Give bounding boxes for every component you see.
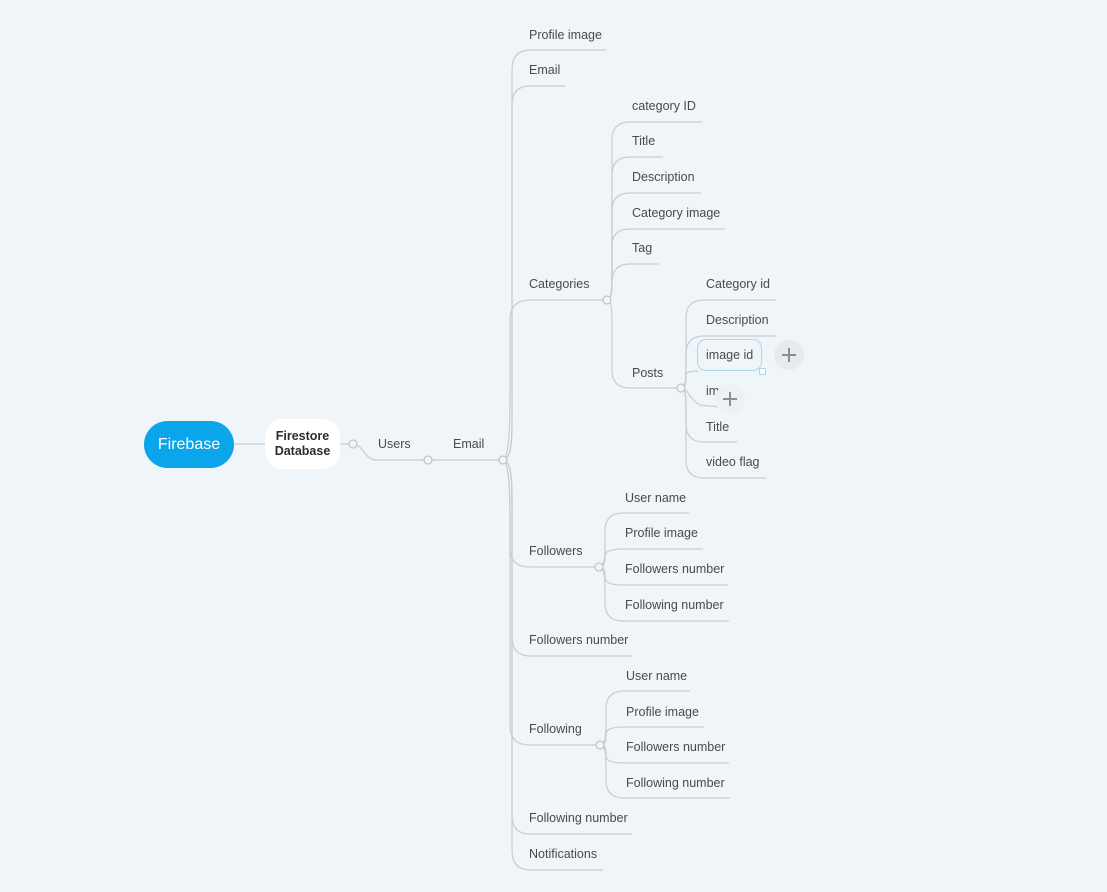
node-label: Followers number — [625, 562, 724, 576]
node-label: Category image — [632, 206, 720, 220]
node-categories[interactable]: Categories — [529, 277, 589, 291]
node-label: Following number — [626, 776, 725, 790]
node-email[interactable]: Email — [529, 63, 560, 77]
node-label: Notifications — [529, 847, 597, 861]
node-label: User name — [625, 491, 686, 505]
node-label: Followers number — [626, 740, 725, 754]
node-label: Following — [529, 722, 582, 736]
root-topic-label: Firebase — [157, 435, 221, 453]
collapse-toggle[interactable] — [498, 455, 508, 465]
node-label: Posts — [632, 366, 663, 380]
node-label: Profile image — [625, 526, 698, 540]
node-post-title[interactable]: Title — [706, 420, 729, 434]
users-node[interactable]: Users — [378, 437, 411, 451]
node-followers[interactable]: Followers — [529, 544, 583, 558]
node-posts[interactable]: Posts — [632, 366, 663, 380]
node-followers-followers-number[interactable]: Followers number — [625, 562, 724, 576]
node-label: Email — [453, 437, 484, 451]
node-category-title[interactable]: Title — [632, 134, 655, 148]
node-following-following-number[interactable]: Following number — [626, 776, 725, 790]
node-post-category-id[interactable]: Category id — [706, 277, 770, 291]
node-label: Title — [632, 134, 655, 148]
node-label: Followers number — [529, 633, 628, 647]
node-category-tag[interactable]: Tag — [632, 241, 652, 255]
node-following-user-name[interactable]: User name — [626, 669, 687, 683]
collapse-toggle[interactable] — [594, 562, 604, 572]
node-label: User name — [626, 669, 687, 683]
node-label: Profile image — [626, 705, 699, 719]
node-label: Title — [706, 420, 729, 434]
node-post-image-id[interactable]: image id — [706, 348, 753, 362]
node-followers-user-name[interactable]: User name — [625, 491, 686, 505]
node-following[interactable]: Following — [529, 722, 582, 736]
node-label: Users — [378, 437, 411, 451]
connector-lines — [234, 49, 776, 871]
node-label: Profile image — [529, 28, 602, 42]
node-post-description[interactable]: Description — [706, 313, 769, 327]
node-followers-following-number[interactable]: Following number — [625, 598, 724, 612]
plus-icon — [782, 348, 796, 362]
collapse-toggle[interactable] — [602, 295, 612, 305]
node-label: Category id — [706, 277, 770, 291]
node-following-followers-number[interactable]: Followers number — [626, 740, 725, 754]
node-label: video flag — [706, 455, 760, 469]
node-label: Following number — [529, 811, 628, 825]
node-label: category ID — [632, 99, 696, 113]
node-label: Email — [529, 63, 560, 77]
branch-joints — [348, 295, 686, 750]
plus-icon — [723, 392, 737, 406]
add-subtopic-button[interactable] — [715, 384, 745, 414]
node-label: Categories — [529, 277, 589, 291]
node-category-image[interactable]: Category image — [632, 206, 720, 220]
node-label: image id — [706, 348, 753, 362]
node-label: Description — [706, 313, 769, 327]
collapse-toggle[interactable] — [348, 439, 358, 449]
collapse-toggle[interactable] — [676, 383, 686, 393]
node-label: Tag — [632, 241, 652, 255]
collapse-toggle[interactable] — [595, 740, 605, 750]
add-topic-button[interactable] — [774, 340, 804, 370]
resize-handle[interactable] — [759, 368, 766, 375]
node-label: Description — [632, 170, 695, 184]
root-topic-firebase[interactable]: Firebase — [144, 421, 234, 468]
node-label: Following number — [625, 598, 724, 612]
node-followers-number[interactable]: Followers number — [529, 633, 628, 647]
node-label: Followers — [529, 544, 583, 558]
node-category-id[interactable]: category ID — [632, 99, 696, 113]
node-post-video-flag[interactable]: video flag — [706, 455, 760, 469]
node-following-profile-image[interactable]: Profile image — [626, 705, 699, 719]
email-root-node[interactable]: Email — [453, 437, 484, 451]
node-following-number[interactable]: Following number — [529, 811, 628, 825]
node-profile-image[interactable]: Profile image — [529, 28, 602, 42]
main-topic-label: Firestore Database — [274, 429, 331, 458]
node-notifications[interactable]: Notifications — [529, 847, 597, 861]
main-topic-firestore-database[interactable]: Firestore Database — [265, 419, 340, 469]
node-followers-profile-image[interactable]: Profile image — [625, 526, 698, 540]
collapse-toggle[interactable] — [423, 455, 433, 465]
node-category-description[interactable]: Description — [632, 170, 695, 184]
